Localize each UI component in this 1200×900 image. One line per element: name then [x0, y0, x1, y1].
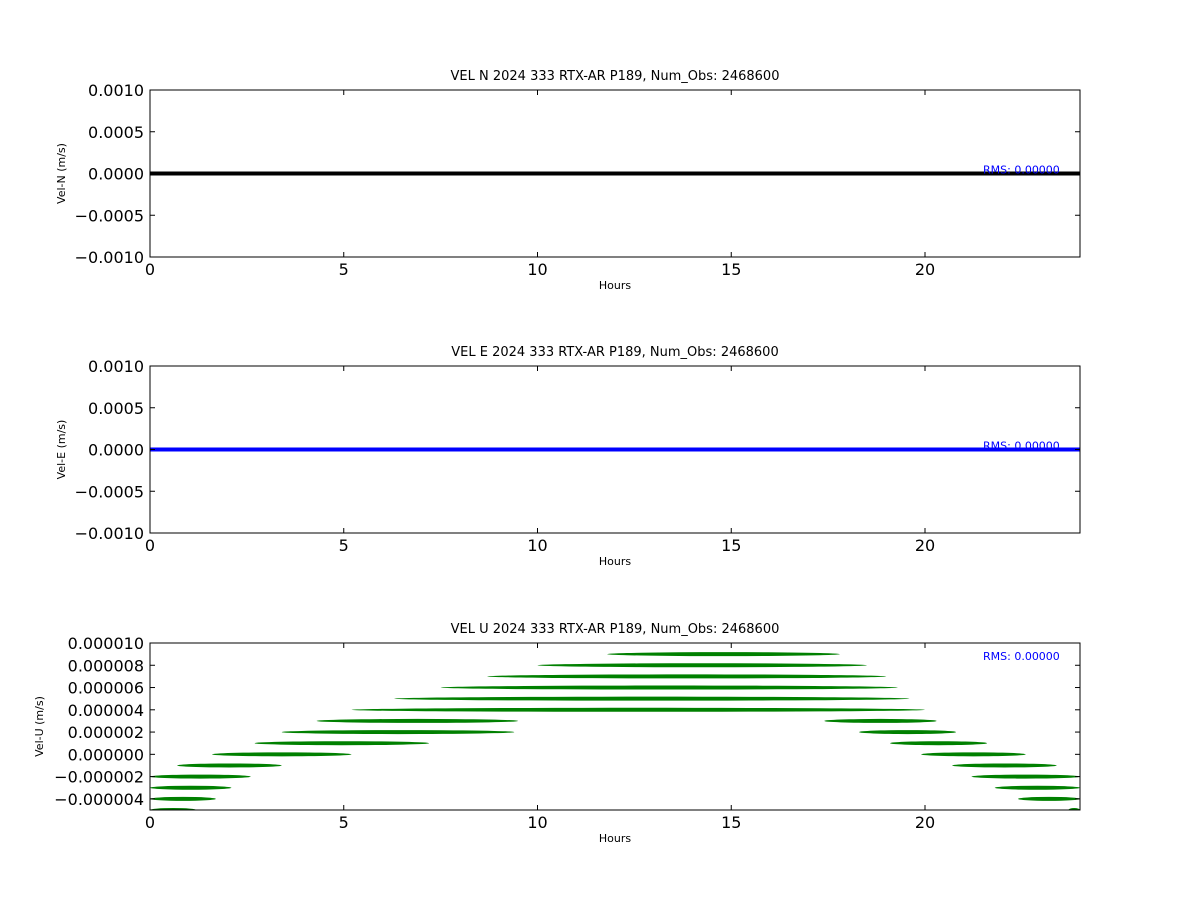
data-point-band-4: [440, 685, 898, 690]
x-tick-label: 20: [915, 813, 935, 832]
y-tick-label: 0.0005: [88, 123, 144, 142]
data-point-band-14: [921, 752, 1026, 757]
data-point-band-17: [150, 774, 251, 779]
y-tick-label: −0.0010: [75, 248, 144, 267]
y-tick-label: 0.000006: [68, 679, 144, 698]
y-tick-label: 0.0010: [88, 81, 144, 100]
y-axis-label: Vel-N (m/s): [55, 143, 68, 204]
y-tick-label: −0.000004: [54, 790, 144, 809]
y-tick-label: 0.000002: [68, 723, 144, 742]
plot-area: [150, 652, 1080, 810]
data-point-band-3: [487, 674, 887, 679]
data-point-band-18: [971, 774, 1080, 779]
data-point-band-19: [150, 785, 232, 790]
data-point-band-22: [1018, 796, 1080, 801]
data-point-band-6: [351, 707, 925, 712]
x-tick-label: 0: [145, 260, 155, 279]
chart-title: VEL E 2024 333 RTX-AR P189, Num_Obs: 246…: [451, 345, 778, 360]
y-tick-label: −0.0005: [75, 206, 144, 225]
chart-panel-2: VEL E 2024 333 RTX-AR P189, Num_Obs: 246…: [55, 345, 1081, 568]
y-tick-label: 0.0000: [88, 441, 144, 460]
x-tick-label: 20: [915, 260, 935, 279]
x-tick-label: 10: [527, 813, 547, 832]
y-tick-label: 0.0010: [88, 357, 144, 376]
x-tick-label: 15: [721, 536, 741, 555]
y-tick-label: 0.0000: [88, 165, 144, 184]
data-point-band-7: [316, 718, 519, 723]
y-axis-label: Vel-E (m/s): [55, 420, 68, 480]
y-axis-label: Vel-U (m/s): [33, 696, 46, 757]
x-tick-label: 15: [721, 260, 741, 279]
data-point-band-8: [824, 718, 937, 723]
data-point-band-1: [607, 652, 840, 657]
x-tick-label: 10: [527, 260, 547, 279]
y-tick-label: −0.0005: [75, 482, 144, 501]
chart-title: VEL N 2024 333 RTX-AR P189, Num_Obs: 246…: [451, 69, 780, 84]
rms-annotation: RMS: 0.00000: [983, 440, 1060, 453]
x-tick-label: 20: [915, 536, 935, 555]
data-point-band-12: [890, 741, 987, 746]
data-point-band-15: [177, 763, 282, 768]
x-tick-label: 5: [339, 260, 349, 279]
x-tick-label: 15: [721, 813, 741, 832]
data-point-band-2: [537, 663, 867, 668]
chart-title: VEL U 2024 333 RTX-AR P189, Num_Obs: 246…: [451, 622, 780, 637]
x-axis-label: Hours: [599, 555, 631, 568]
data-point-band-9: [281, 730, 515, 735]
data-point-band-16: [952, 763, 1057, 768]
data-point-band-10: [859, 730, 956, 735]
y-tick-label: 0.000004: [68, 701, 144, 720]
data-point-band-21: [150, 796, 216, 801]
y-tick-label: −0.000002: [54, 768, 144, 787]
chart-panel-1: VEL N 2024 333 RTX-AR P189, Num_Obs: 246…: [55, 69, 1081, 292]
x-axis-label: Hours: [599, 279, 631, 292]
chart-panel-3: VEL U 2024 333 RTX-AR P189, Num_Obs: 246…: [33, 622, 1081, 845]
x-axis-label: Hours: [599, 832, 631, 845]
x-tick-label: 0: [145, 536, 155, 555]
y-tick-label: 0.0005: [88, 399, 144, 418]
y-tick-label: 0.000010: [68, 634, 144, 653]
rms-annotation: RMS: 0.00000: [983, 650, 1060, 663]
x-tick-label: 5: [339, 813, 349, 832]
plot-frame: [149, 642, 1081, 811]
data-point-band-13: [212, 752, 352, 757]
data-point-band-11: [254, 741, 429, 746]
x-tick-label: 0: [145, 813, 155, 832]
y-tick-label: 0.000000: [68, 745, 144, 764]
y-tick-label: −0.0010: [75, 524, 144, 543]
data-point-band-5: [394, 696, 910, 701]
x-tick-label: 5: [339, 536, 349, 555]
x-tick-label: 10: [527, 536, 547, 555]
rms-annotation: RMS: 0.00000: [983, 164, 1060, 177]
data-point-band-20: [994, 785, 1080, 790]
y-tick-label: 0.000008: [68, 656, 144, 675]
